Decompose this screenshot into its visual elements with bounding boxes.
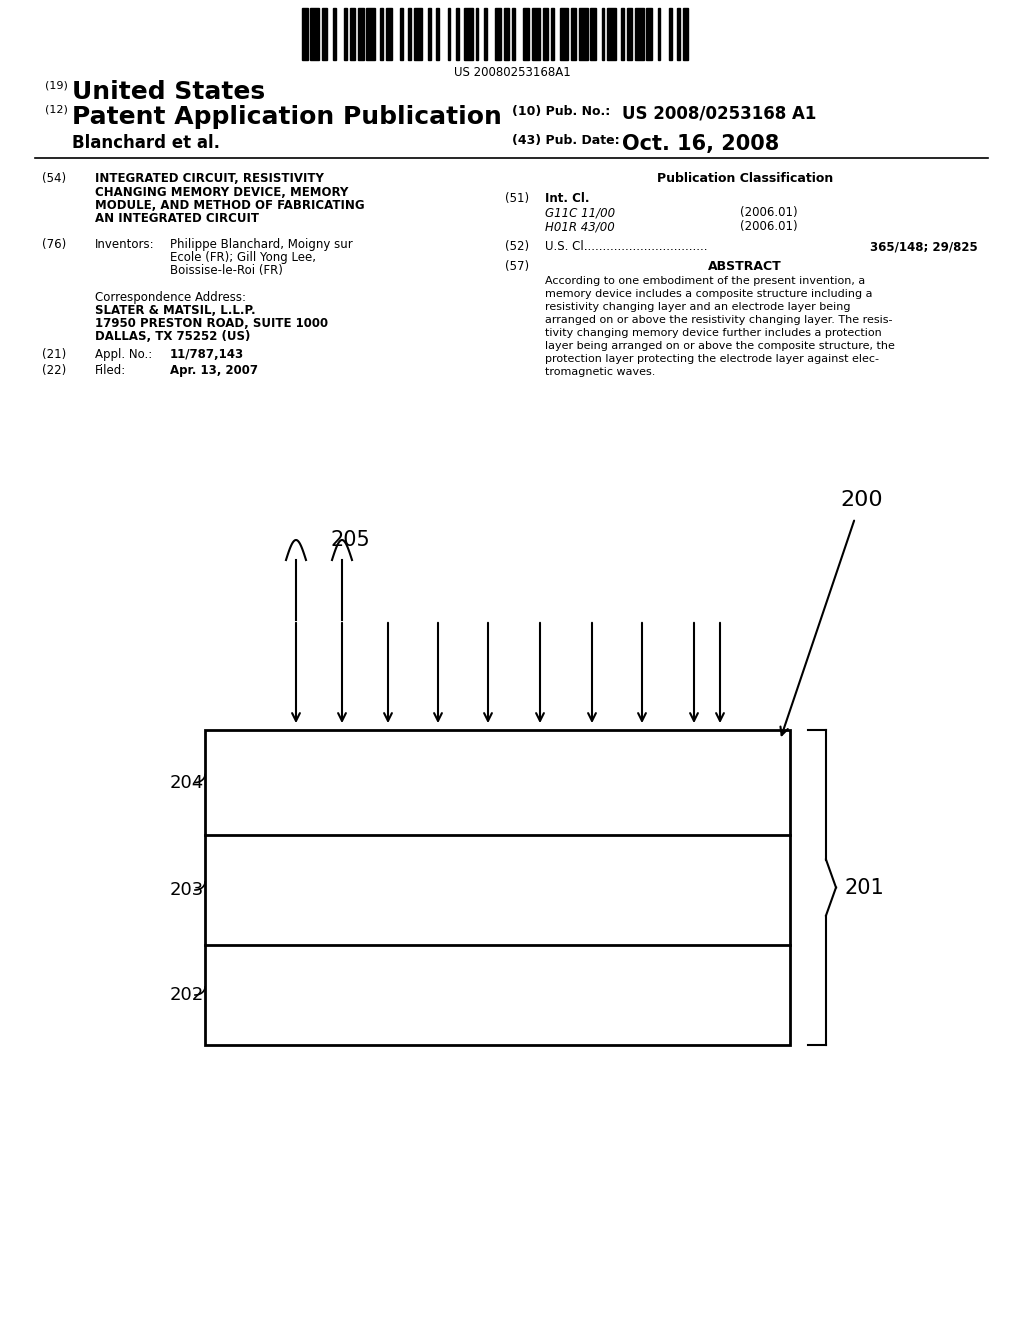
Text: Patent Application Publication: Patent Application Publication (72, 106, 502, 129)
Text: Ecole (FR); Gill Yong Lee,: Ecole (FR); Gill Yong Lee, (170, 251, 316, 264)
Bar (531, 8, 540, 59)
Bar (456, 8, 459, 59)
Text: (2006.01): (2006.01) (740, 206, 798, 219)
Text: (57): (57) (505, 260, 529, 273)
Text: 11/787,143: 11/787,143 (170, 348, 244, 360)
Bar (657, 8, 660, 59)
Bar (414, 8, 423, 59)
Bar (367, 8, 375, 59)
Text: US 20080253168A1: US 20080253168A1 (454, 66, 570, 79)
Bar (409, 8, 412, 59)
Bar (349, 8, 355, 59)
Bar (475, 8, 478, 59)
Text: Apr. 13, 2007: Apr. 13, 2007 (170, 364, 258, 378)
Text: Correspondence Address:: Correspondence Address: (95, 290, 246, 304)
Bar (627, 8, 633, 59)
Bar (580, 8, 588, 59)
Bar (302, 8, 307, 59)
Text: (52): (52) (505, 240, 529, 253)
Bar (333, 8, 336, 59)
Bar (310, 8, 318, 59)
Text: Int. Cl.: Int. Cl. (545, 191, 590, 205)
Bar (504, 8, 509, 59)
Text: Blanchard et al.: Blanchard et al. (72, 135, 220, 152)
Text: ABSTRACT: ABSTRACT (709, 260, 782, 273)
Text: (10) Pub. No.:: (10) Pub. No.: (512, 106, 610, 117)
Text: U.S. Cl.: U.S. Cl. (545, 240, 588, 253)
Bar (358, 8, 364, 59)
Text: G11C 11/00: G11C 11/00 (545, 206, 615, 219)
Bar (322, 8, 328, 59)
Bar (512, 8, 515, 59)
Bar (635, 8, 644, 59)
Text: tromagnetic waves.: tromagnetic waves. (545, 367, 655, 378)
Bar (677, 8, 680, 59)
Bar (496, 8, 501, 59)
Text: MODULE, AND METHOD OF FABRICATING: MODULE, AND METHOD OF FABRICATING (95, 199, 365, 213)
Text: SLATER & MATSIL, L.L.P.: SLATER & MATSIL, L.L.P. (95, 304, 256, 317)
Text: According to one embodiment of the present invention, a: According to one embodiment of the prese… (545, 276, 865, 286)
Text: .................................: ................................. (580, 240, 708, 253)
Text: Filed:: Filed: (95, 364, 126, 378)
Text: arranged on or above the resistivity changing layer. The resis-: arranged on or above the resistivity cha… (545, 315, 893, 325)
Bar (669, 8, 672, 59)
Text: layer being arranged on or above the composite structure, the: layer being arranged on or above the com… (545, 341, 895, 351)
Bar (205, 730, 790, 1045)
Bar (436, 8, 439, 59)
Text: protection layer protecting the electrode layer against elec-: protection layer protecting the electrod… (545, 354, 879, 364)
Bar (380, 8, 383, 59)
Text: (12): (12) (45, 106, 68, 115)
Bar (570, 8, 577, 59)
Text: 200: 200 (840, 490, 883, 510)
Text: Inventors:: Inventors: (95, 238, 155, 251)
Text: US 2008/0253168 A1: US 2008/0253168 A1 (622, 106, 816, 123)
Bar (646, 8, 652, 59)
Text: 204: 204 (170, 774, 204, 792)
Text: INTEGRATED CIRCUIT, RESISTIVITY: INTEGRATED CIRCUIT, RESISTIVITY (95, 172, 324, 185)
Text: (19): (19) (45, 81, 68, 90)
Text: 365/148; 29/825: 365/148; 29/825 (870, 240, 978, 253)
Text: memory device includes a composite structure including a: memory device includes a composite struc… (545, 289, 872, 300)
Text: 201: 201 (844, 878, 884, 898)
Text: resistivity changing layer and an electrode layer being: resistivity changing layer and an electr… (545, 302, 851, 312)
Text: CHANGING MEMORY DEVICE, MEMORY: CHANGING MEMORY DEVICE, MEMORY (95, 186, 348, 198)
Bar (683, 8, 688, 59)
Text: (21): (21) (42, 348, 67, 360)
Bar (523, 8, 528, 59)
Text: Oct. 16, 2008: Oct. 16, 2008 (622, 135, 779, 154)
Text: Appl. No.:: Appl. No.: (95, 348, 153, 360)
Bar (465, 8, 473, 59)
Bar (591, 8, 596, 59)
Bar (622, 8, 624, 59)
Bar (543, 8, 549, 59)
Text: Philippe Blanchard, Moigny sur: Philippe Blanchard, Moigny sur (170, 238, 352, 251)
Text: tivity changing memory device further includes a protection: tivity changing memory device further in… (545, 327, 882, 338)
Bar (386, 8, 391, 59)
Bar (559, 8, 568, 59)
Text: (2006.01): (2006.01) (740, 220, 798, 234)
Bar (447, 8, 451, 59)
Text: (54): (54) (42, 172, 67, 185)
Bar (602, 8, 604, 59)
Text: 205: 205 (330, 531, 370, 550)
Bar (400, 8, 402, 59)
Text: (51): (51) (505, 191, 529, 205)
Text: AN INTEGRATED CIRCUIT: AN INTEGRATED CIRCUIT (95, 213, 259, 226)
Text: (22): (22) (42, 364, 67, 378)
Bar (428, 8, 431, 59)
Text: United States: United States (72, 81, 265, 104)
Bar (344, 8, 347, 59)
Bar (484, 8, 486, 59)
Text: 17950 PRESTON ROAD, SUITE 1000: 17950 PRESTON ROAD, SUITE 1000 (95, 317, 328, 330)
Text: (43) Pub. Date:: (43) Pub. Date: (512, 135, 620, 147)
Bar (551, 8, 554, 59)
Text: Publication Classification: Publication Classification (656, 172, 834, 185)
Text: Boissise-le-Roi (FR): Boissise-le-Roi (FR) (170, 264, 283, 277)
Text: 203: 203 (170, 880, 204, 899)
Text: DALLAS, TX 75252 (US): DALLAS, TX 75252 (US) (95, 330, 251, 343)
Bar (607, 8, 615, 59)
Text: (76): (76) (42, 238, 67, 251)
Text: H01R 43/00: H01R 43/00 (545, 220, 614, 234)
Text: 202: 202 (170, 986, 204, 1005)
